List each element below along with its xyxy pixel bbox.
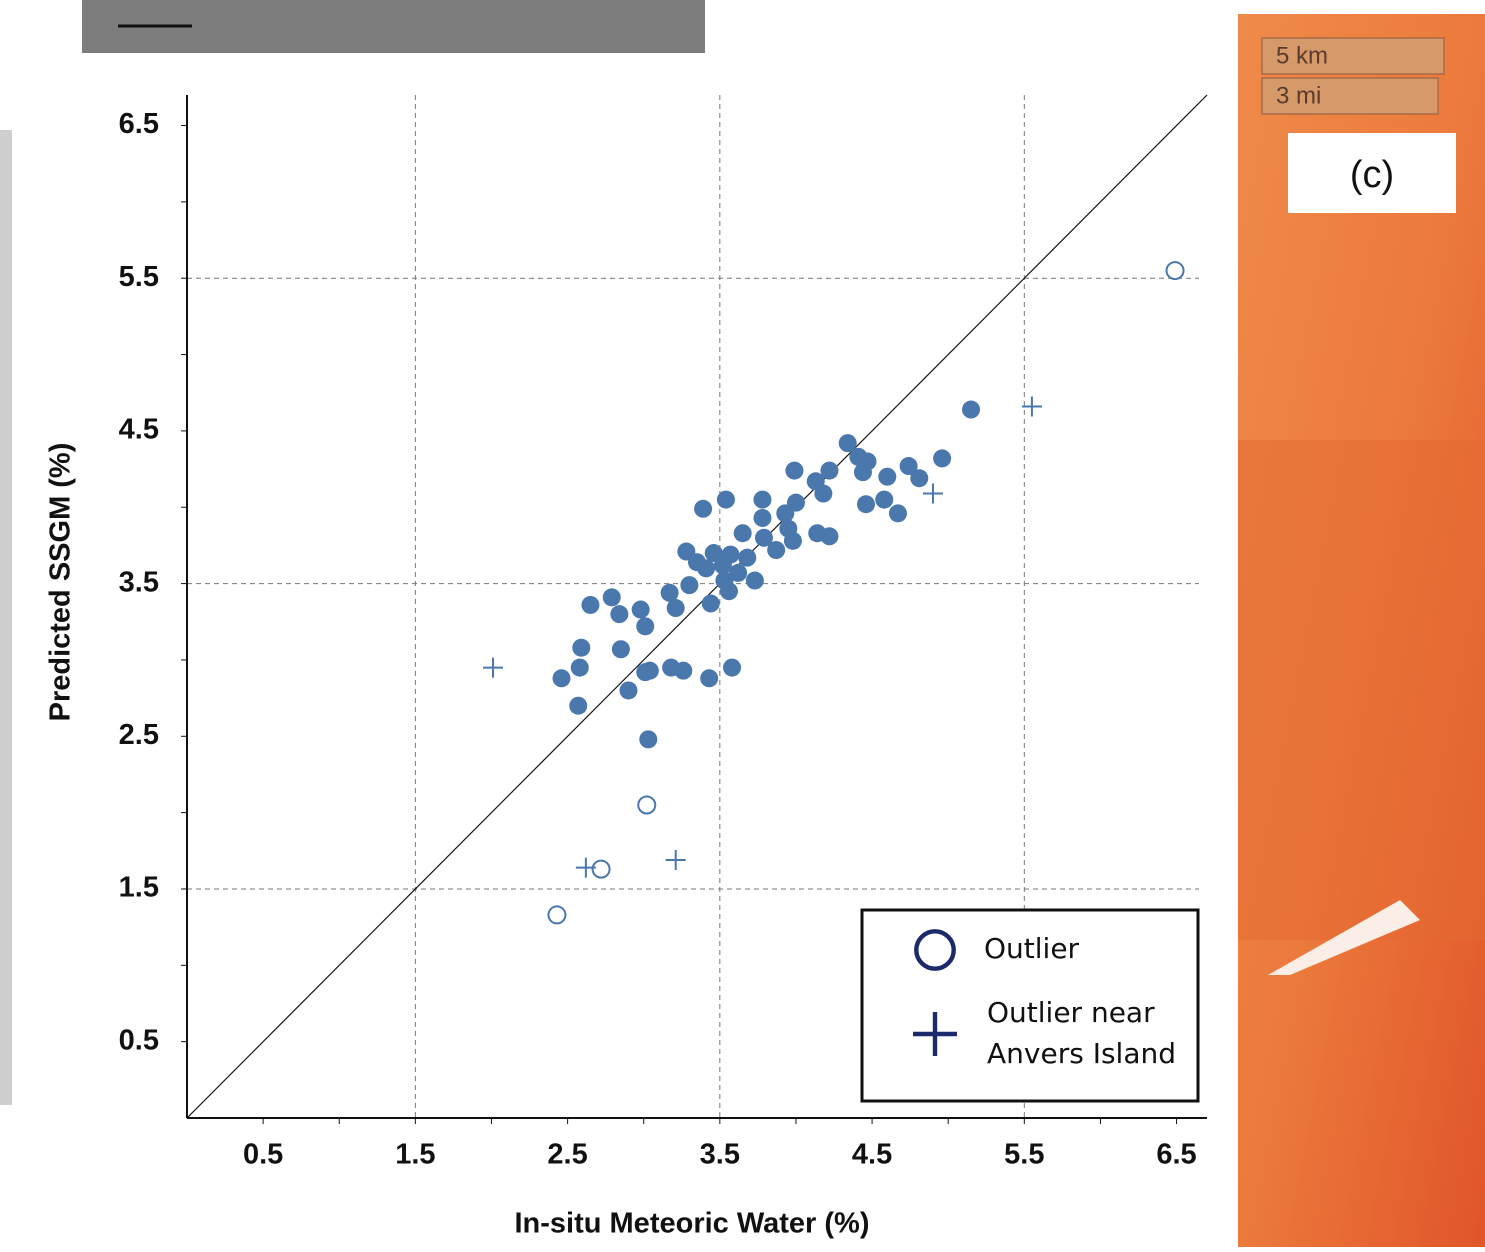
scale-label: 5 km: [1276, 42, 1328, 69]
y-tick-label: 6.5: [119, 108, 159, 140]
plus-point: [576, 858, 596, 878]
y-tick-label: 0.5: [119, 1024, 159, 1056]
point: [746, 572, 764, 590]
y-tick-label: 2.5: [119, 719, 159, 751]
legend-label: Outlier: [984, 932, 1080, 965]
point: [753, 509, 771, 527]
point: [636, 617, 654, 635]
point: [723, 659, 741, 677]
point: [569, 697, 587, 715]
point: [720, 582, 738, 600]
point: [753, 491, 771, 509]
point: [603, 588, 621, 606]
plus-point: [1022, 396, 1042, 416]
scale-label: 3 mi: [1276, 82, 1321, 109]
x-tick-label: 3.5: [700, 1139, 740, 1171]
plot-area: 0.5 1.5 2.5 3.5 4.5 5.5 6.5 0.5 1.5 2.5 3.5 4.5 5.5 6…: [119, 95, 1207, 1171]
chart: 5 km 3 mi (c) 0.5 1.5 2.5 3.5 4.5 5.5 6.5 0.5 1.…: [0, 0, 1485, 1247]
point: [767, 541, 785, 559]
point: [702, 594, 720, 612]
point: [674, 662, 692, 680]
point: [612, 640, 630, 658]
point: [581, 596, 599, 614]
x-tick-label: 1.5: [395, 1139, 435, 1171]
point: [553, 669, 571, 687]
x-tick-label: 5.5: [1004, 1139, 1044, 1171]
y-tick-label: 1.5: [119, 872, 159, 904]
point: [717, 491, 735, 509]
point: [680, 576, 698, 594]
outlier-point: [548, 906, 565, 923]
point: [636, 663, 654, 681]
point: [639, 730, 657, 748]
plus-point: [666, 850, 686, 870]
point: [962, 401, 980, 419]
side-image: [0, 130, 12, 1105]
point: [571, 659, 589, 677]
y-tick-label: 3.5: [119, 566, 159, 598]
y-tick-label: 5.5: [119, 261, 159, 293]
outlier-point: [638, 796, 655, 813]
point: [667, 599, 685, 617]
outlier-point: [593, 861, 610, 878]
point: [785, 462, 803, 480]
point: [632, 601, 650, 619]
point: [714, 556, 732, 574]
point: [878, 468, 896, 486]
point: [572, 639, 590, 657]
x-tick-label: 6.5: [1156, 1139, 1196, 1171]
y-axis-label: Predicted SSGM (%): [45, 443, 77, 722]
point: [889, 504, 907, 522]
point: [854, 463, 872, 481]
point: [610, 605, 628, 623]
x-tick-label: 4.5: [852, 1139, 892, 1171]
point: [875, 491, 893, 509]
outlier-point: [1167, 262, 1184, 279]
panel-label: (c): [1350, 154, 1394, 196]
point: [619, 681, 637, 699]
point: [694, 500, 712, 518]
point: [738, 549, 756, 567]
point: [814, 485, 832, 503]
page: 5 km 3 mi (c) 0.5 1.5 2.5 3.5 4.5 5.5 6.5 0.5 1.…: [0, 0, 1485, 1247]
map-region: [1238, 440, 1485, 940]
point: [734, 524, 752, 542]
x-tick-label: 2.5: [547, 1139, 587, 1171]
point: [910, 469, 928, 487]
plus-point: [483, 658, 503, 678]
point: [784, 532, 802, 550]
point: [933, 449, 951, 467]
point: [820, 527, 838, 545]
y-tick-label: 4.5: [119, 414, 159, 446]
point: [857, 495, 875, 513]
point: [776, 504, 794, 522]
point: [697, 559, 715, 577]
x-axis-label: In-situ Meteoric Water (%): [514, 1208, 869, 1240]
point: [700, 669, 718, 687]
x-tick-label: 0.5: [243, 1139, 283, 1171]
point: [849, 448, 867, 466]
plus-point: [923, 484, 943, 504]
